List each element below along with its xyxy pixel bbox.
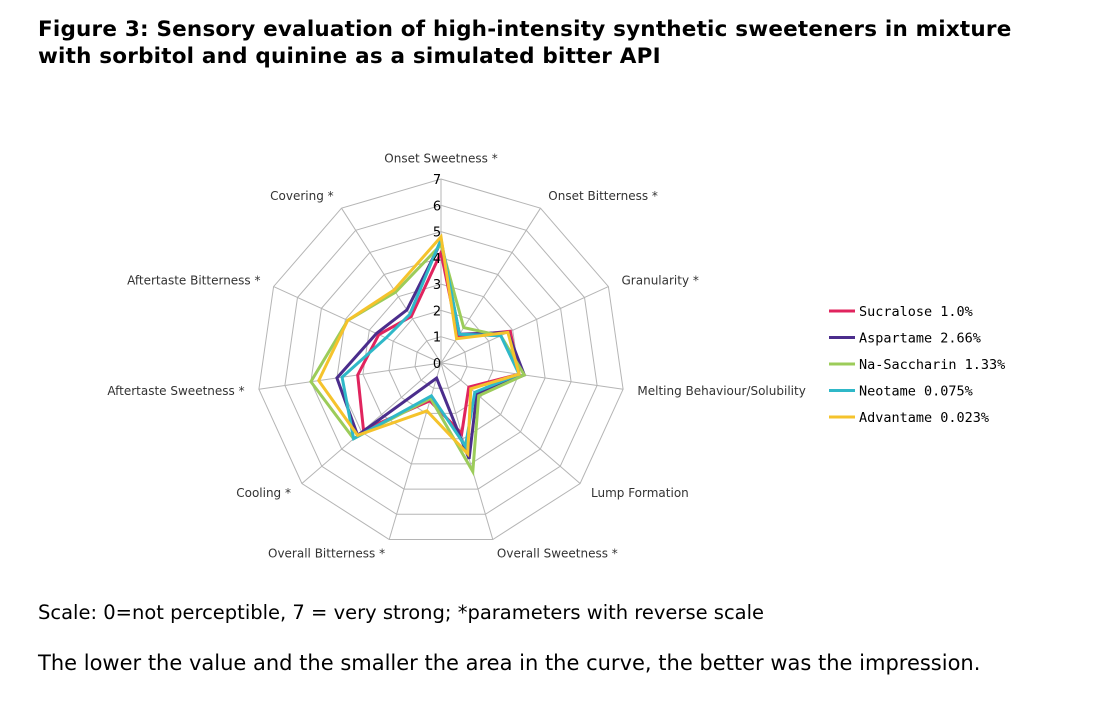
axis-label-onset-sweetness: Onset Sweetness * — [384, 152, 497, 166]
legend-label-sucralose-1-0: Sucralose 1.0% — [859, 304, 973, 320]
chart-legend: Sucralose 1.0% Aspartame 2.66% Na-Sacchari… — [829, 304, 1005, 426]
grid-ring-3 — [362, 283, 520, 440]
radar-series — [309, 233, 527, 477]
series-line-advantame-0-023 — [316, 233, 521, 458]
radial-tick-label: 2 — [433, 304, 441, 319]
radial-tick-label: 3 — [433, 278, 441, 293]
axis-label-lump-formation: Lump Formation — [591, 486, 689, 500]
radial-tick-label: 1 — [433, 331, 441, 346]
axis-spoke-aftertaste-sweetness — [258, 362, 442, 390]
axis-spoke-lump-formation — [440, 362, 581, 484]
radial-tick-label: 6 — [433, 199, 441, 214]
radial-tick-label: 0 — [433, 357, 441, 372]
legend-label-aspartame-2-66: Aspartame 2.66% — [859, 331, 981, 347]
axis-spoke-melting-behaviour-solubility — [440, 362, 624, 390]
grid-ring-5 — [310, 231, 572, 490]
legend-label-neotame-0-075: Neotame 0.075% — [859, 384, 973, 400]
axis-label-aftertaste-bitterness: Aftertaste Bitterness * — [127, 274, 260, 288]
figure-title: Figure 3: Sensory evaluation of high-int… — [38, 16, 1098, 70]
axis-spoke-aftertaste-bitterness — [273, 286, 442, 364]
axis-label-melting-behaviour-solubility: Melting Behaviour/Solubility — [637, 384, 805, 398]
axis-label-overall-bitterness: Overall Bitterness * — [268, 546, 385, 560]
grid-ring-7 — [258, 178, 624, 540]
figure-title-line-1: Figure 3: Sensory evaluation of high-int… — [38, 17, 1012, 42]
grid-ring-4 — [336, 257, 546, 465]
axis-label-onset-bitterness: Onset Bitterness * — [548, 189, 658, 203]
axis-spoke-covering — [341, 207, 442, 364]
axis-spoke-granularity — [440, 286, 609, 364]
radial-tick-label: 7 — [433, 173, 441, 188]
scale-note: Scale: 0=not perceptible, 7 = very stron… — [38, 601, 765, 624]
radial-tick-label: 4 — [433, 252, 441, 267]
axis-spoke-overall-bitterness — [388, 362, 442, 540]
legend-label-na-saccharin-1-33: Na-Saccharin 1.33% — [859, 357, 1005, 373]
figure-title-line-2: with sorbitol and quinine as a simulated… — [38, 44, 661, 69]
axis-label-cooling: Cooling * — [236, 486, 291, 500]
impression-note: The lower the value and the smaller the … — [38, 651, 981, 675]
axis-label-aftertaste-sweetness: Aftertaste Sweetness * — [107, 384, 244, 398]
radar-grid — [258, 178, 624, 540]
radar-labels: 0 1 2 3 4 5 6 7 Onset Sweetness * Onset Bitternes… — [107, 152, 805, 561]
radial-tick-label: 5 — [433, 226, 441, 241]
axis-spoke-cooling — [301, 362, 442, 484]
grid-ring-6 — [284, 204, 598, 515]
axis-label-overall-sweetness: Overall Sweetness * — [497, 546, 618, 560]
legend-label-advantame-0-023: Advantame 0.023% — [859, 410, 989, 426]
axis-label-granularity: Granularity * — [622, 274, 699, 288]
axis-label-covering: Covering * — [270, 189, 334, 203]
